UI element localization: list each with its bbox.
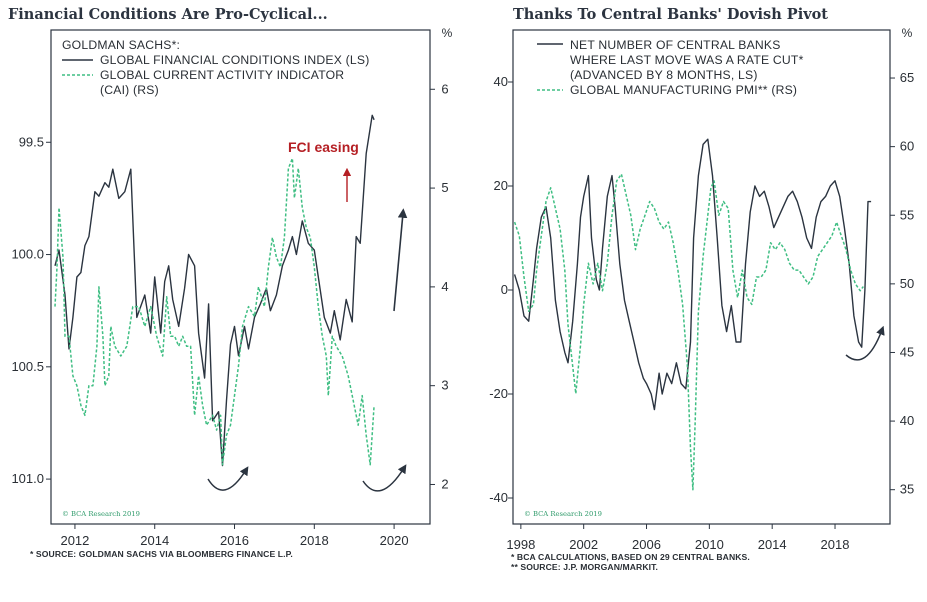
chart-right-series-solid-line [513,138,872,411]
chart-left-left-axis-ticks: 99.5 100.0 100.5 101.0 [11,134,51,486]
chart-right-title: Thanks To Central Banks' Dovish Pivot [513,6,828,23]
chart-left-legend-item-cai: GLOBAL CURRENT ACTIVITY INDICATOR [100,68,344,82]
chart-right-left-tick-label: 20 [494,178,508,193]
chart-right-left-tick-label: -20 [489,386,508,401]
chart-left-x-tick-label: 2014 [140,533,169,548]
chart-left-series-dashed-line [54,157,375,466]
chart-left-legend-item-fci: GLOBAL FINANCIAL CONDITIONS INDEX (LS) [100,53,369,67]
chart-right-x-tick-label: 2006 [632,537,661,552]
chart-right-right-tick-label: 35 [900,482,914,497]
chart-left-right-axis-unit: % [442,26,453,40]
chart-right-right-tick-label: 40 [900,413,914,428]
chart-left-copyright: © BCA Research 2019 [62,510,140,518]
chart-left-right-tick-label: 2 [441,476,448,491]
chart-right-right-axis-unit: % [902,26,913,40]
chart-right-copyright: © BCA Research 2019 [524,510,602,518]
chart-right-curved-arrow [845,325,885,361]
chart-left-left-tick-label: 100.0 [11,247,44,262]
chart-left-curved-arrow-2019 [362,464,407,492]
chart-right-left-tick-label: 0 [501,282,508,297]
chart-left-title: Financial Conditions Are Pro-Cyclical... [8,6,328,23]
chart-right: Thanks To Central Banks' Dovish Pivot % … [489,6,914,572]
chart-right-x-tick-label: 2014 [758,537,787,552]
chart-left-left-tick-label: 100.5 [11,359,44,374]
chart-left-annotation-fci-easing: FCI easing [288,139,359,155]
chart-left-right-tick-label: 4 [441,279,448,294]
chart-right-right-axis-ticks: 65 60 55 50 45 40 35 [890,70,914,497]
chart-right-frame [512,29,891,525]
chart-left-footnote: * SOURCE: GOLDMAN SACHS VIA BLOOMBERG FI… [30,549,293,559]
chart-right-x-tick-label: 2010 [695,537,724,552]
chart-right-x-tick-label: 1998 [506,537,535,552]
chart-left-series-solid-line [54,114,375,467]
chart-right-legend-item-cb-2: WHERE LAST MOVE WAS A RATE CUT* [570,53,804,67]
chart-right-left-tick-label: -40 [489,490,508,505]
chart-right-legend: NET NUMBER OF CENTRAL BANKS WHERE LAST M… [537,38,804,97]
chart-left-x-tick-label: 2016 [220,533,249,548]
chart-right-x-tick-label: 2018 [821,537,850,552]
chart-left-right-tick-label: 3 [441,378,448,393]
chart-right-legend-item-pmi: GLOBAL MANUFACTURING PMI** (RS) [570,83,797,97]
chart-right-left-tick-label: 40 [494,74,508,89]
chart-left-left-tick-label: 99.5 [19,134,44,149]
chart-right-series-dashed-line [513,173,864,491]
chart-left-curved-arrow-2016 [207,466,249,491]
chart-right-footnote-2: ** SOURCE: J.P. MORGAN/MARKIT. [511,562,658,572]
chart-left: Financial Conditions Are Pro-Cyclical...… [8,6,453,559]
chart-left-rebound-arrow [393,208,408,312]
chart-left-x-tick-label: 2012 [60,533,89,548]
chart-left-series-group [54,114,375,467]
chart-right-footnote-1: * BCA CALCULATIONS, BASED ON 29 CENTRAL … [511,552,750,562]
chart-right-x-axis-ticks: 1998 2002 2006 2010 2014 2018 [506,524,849,552]
chart-left-legend-header: GOLDMAN SACHS*: [62,38,180,52]
chart-left-x-tick-label: 2020 [380,533,409,548]
chart-left-left-tick-label: 101.0 [11,471,44,486]
chart-left-x-axis-ticks: 2012 2014 2016 2018 2020 [60,524,409,548]
chart-right-right-tick-label: 55 [900,207,914,222]
chart-left-right-axis-ticks: 2 3 4 5 6 [430,81,449,491]
chart-right-x-tick-label: 2002 [569,537,598,552]
chart-left-x-tick-label: 2018 [300,533,329,548]
chart-left-right-tick-label: 5 [441,180,448,195]
chart-right-series-group [513,138,872,491]
chart-left-frame [50,29,431,525]
chart-left-legend-item-cai-cont: (CAI) (RS) [100,83,159,97]
chart-left-legend: GOLDMAN SACHS*: GLOBAL FINANCIAL CONDITI… [62,38,369,97]
chart-right-right-tick-label: 45 [900,344,914,359]
chart-right-right-tick-label: 50 [900,276,914,291]
chart-right-left-axis-ticks: 40 20 0 -20 -40 [489,74,513,505]
chart-right-right-tick-label: 60 [900,139,914,154]
chart-right-legend-item-cb-1: NET NUMBER OF CENTRAL BANKS [570,38,781,52]
chart-left-right-tick-label: 6 [441,81,448,96]
chart-right-legend-item-cb-3: (ADVANCED BY 8 MONTHS, LS) [570,68,758,82]
chart-right-right-tick-label: 65 [900,70,914,85]
